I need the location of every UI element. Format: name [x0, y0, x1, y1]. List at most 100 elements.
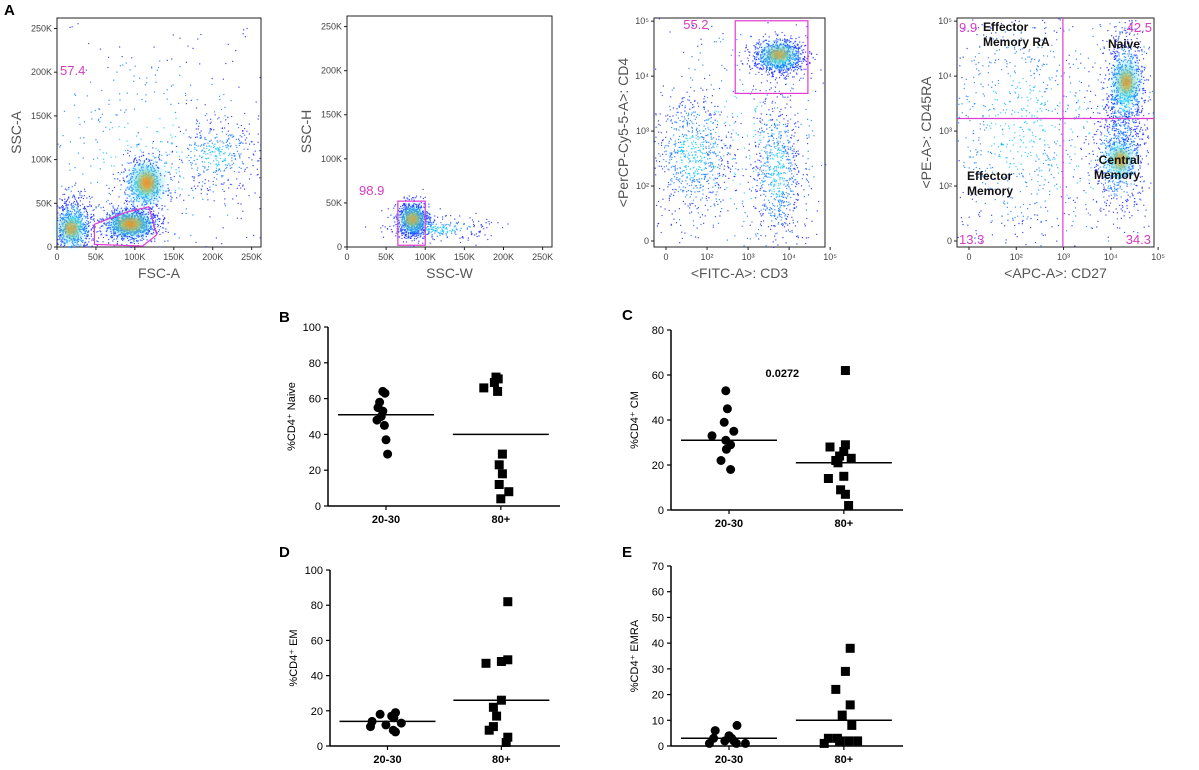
event-dot	[125, 236, 127, 238]
event-dot	[700, 186, 702, 189]
event-dot	[405, 229, 407, 231]
event-dot	[89, 217, 92, 219]
event-dot	[110, 156, 112, 158]
event-dot	[147, 233, 149, 235]
event-dot	[435, 230, 437, 232]
event-dot	[778, 66, 780, 68]
event-dot	[412, 232, 414, 234]
event-dot	[658, 153, 660, 155]
event-dot	[77, 238, 79, 240]
event-dot	[396, 217, 398, 219]
event-dot	[137, 143, 139, 145]
event-dot	[754, 46, 756, 48]
event-dot	[669, 159, 671, 161]
event-dot	[215, 155, 217, 157]
event-dot	[83, 245, 85, 247]
event-dot	[711, 163, 714, 165]
event-dot	[786, 75, 788, 77]
event-dot	[758, 58, 760, 60]
event-dot	[77, 244, 79, 246]
event-dot	[780, 64, 782, 67]
event-dot	[126, 162, 128, 164]
event-dot	[440, 232, 442, 234]
event-dot	[125, 209, 127, 211]
event-dot	[231, 164, 233, 166]
event-dot	[213, 144, 215, 146]
event-dot	[680, 153, 682, 155]
event-dot	[128, 236, 131, 238]
event-dot	[749, 224, 751, 226]
event-dot	[698, 160, 701, 162]
event-dot	[253, 143, 255, 145]
event-dot	[772, 76, 774, 78]
event-dot	[154, 240, 156, 242]
event-dot	[149, 199, 151, 201]
event-dot	[106, 229, 108, 231]
event-dot	[753, 45, 755, 47]
event-dot	[231, 115, 233, 118]
event-dot	[151, 159, 153, 161]
event-dot	[415, 208, 417, 210]
event-dot	[431, 236, 433, 238]
event-dot	[136, 211, 139, 214]
event-dot	[408, 204, 410, 206]
event-dot	[227, 179, 229, 181]
event-dot	[159, 154, 161, 156]
event-dot	[408, 236, 410, 238]
event-dot	[729, 153, 731, 155]
event-dot	[133, 185, 135, 187]
event-dot	[155, 205, 157, 207]
event-dot	[242, 142, 244, 144]
event-dot	[60, 228, 62, 230]
event-dot	[197, 167, 199, 169]
event-dot	[126, 233, 129, 235]
event-dot	[413, 199, 415, 201]
event-dot	[148, 200, 150, 202]
event-dot	[422, 228, 424, 230]
event-dot	[248, 195, 250, 197]
event-dot	[680, 224, 682, 226]
event-dot	[146, 216, 148, 218]
event-dot	[770, 61, 772, 63]
event-dot	[694, 157, 696, 159]
event-dot	[125, 189, 127, 191]
event-dot	[791, 63, 793, 65]
event-dot	[387, 216, 389, 219]
event-dot	[756, 47, 758, 49]
event-dot	[221, 176, 223, 178]
event-dot	[164, 162, 166, 164]
event-dot	[87, 233, 89, 236]
event-dot	[674, 210, 676, 212]
event-dot	[704, 177, 706, 179]
event-dot	[761, 56, 764, 58]
event-dot	[771, 66, 773, 68]
event-dot	[761, 50, 763, 53]
event-dot	[785, 65, 787, 67]
event-dot	[108, 242, 110, 244]
event-dot	[425, 221, 427, 223]
event-dot	[108, 238, 110, 241]
event-dot	[178, 155, 180, 157]
event-dot	[85, 241, 87, 243]
event-dot	[72, 243, 74, 245]
event-dot	[402, 225, 404, 227]
event-dot	[174, 190, 177, 192]
event-dot	[786, 67, 788, 69]
event-dot	[238, 166, 240, 168]
event-dot	[153, 91, 156, 93]
event-dot	[778, 44, 780, 47]
event-dot	[112, 207, 114, 209]
event-dot	[65, 208, 67, 210]
event-dot	[450, 223, 452, 225]
event-dot	[83, 243, 85, 245]
event-dot	[420, 206, 423, 208]
event-dot	[83, 229, 85, 231]
event-dot	[208, 180, 210, 182]
event-dot	[470, 230, 472, 233]
event-dot	[771, 62, 773, 64]
event-dot	[143, 238, 145, 240]
event-dot	[172, 124, 174, 126]
event-dot	[704, 176, 706, 178]
event-dot	[257, 118, 259, 120]
event-dot	[223, 170, 225, 172]
